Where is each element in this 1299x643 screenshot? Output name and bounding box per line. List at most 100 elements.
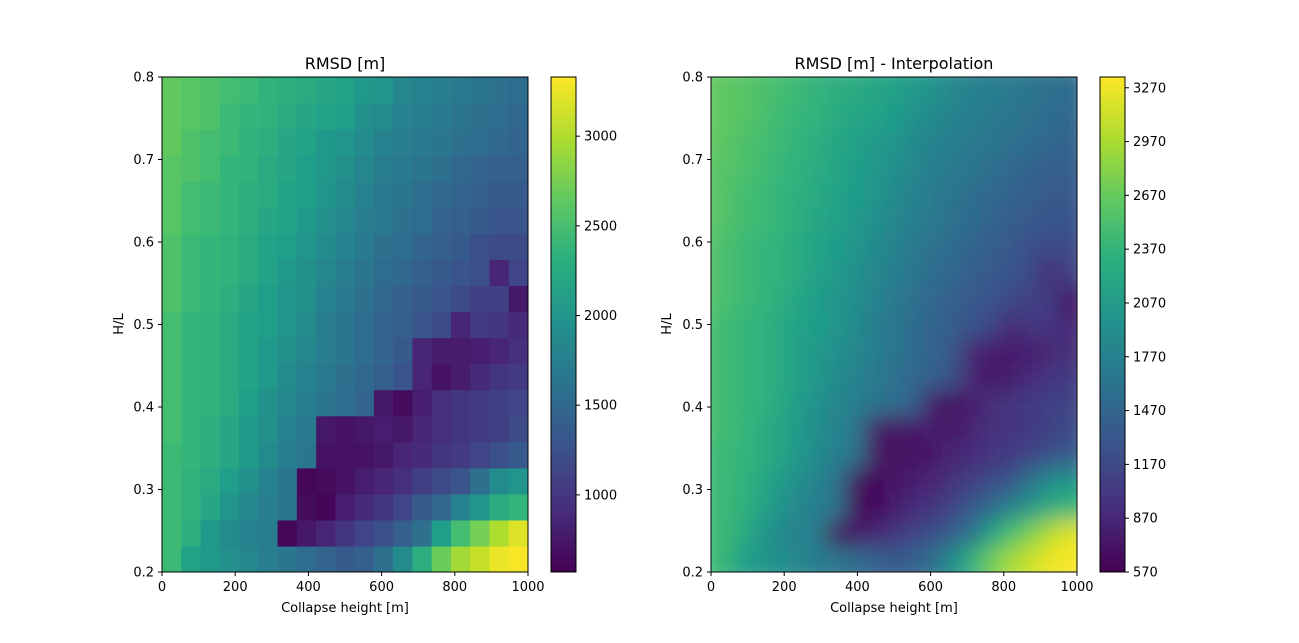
heatmap-cell [508, 285, 528, 313]
heatmap-cell-interpolated [749, 181, 770, 208]
heatmap-cell [373, 129, 394, 156]
heatmap-cell-interpolated [999, 363, 1020, 391]
heatmap-cell-interpolated [884, 155, 905, 182]
heatmap-cell-interpolated [961, 311, 982, 339]
heatmap-cell [470, 155, 491, 182]
heatmap-cell [431, 155, 452, 182]
heatmap-cell [508, 181, 528, 208]
heatmap-cell [162, 545, 182, 572]
heatmap-cell-interpolated [961, 129, 982, 156]
heatmap-cell-interpolated [942, 155, 963, 182]
heatmap-cell [219, 181, 240, 208]
heatmap-cell [219, 441, 240, 469]
heatmap-cell-interpolated [865, 467, 885, 495]
heatmap-cell [239, 259, 259, 287]
heatmap-cell [354, 363, 375, 391]
heatmap-cell-interpolated [922, 363, 943, 391]
colorbar-tick-label: 2670 [1133, 189, 1166, 204]
heatmap-cell [239, 103, 259, 130]
heatmap-cell [489, 129, 510, 156]
heatmap-cell-interpolated [1038, 493, 1059, 521]
heatmap-cell [181, 103, 202, 130]
heatmap-cell [470, 519, 491, 547]
heatmap-cell-interpolated [999, 389, 1020, 417]
heatmap-cell-interpolated [1057, 207, 1077, 234]
heatmap-cell [296, 181, 317, 208]
heatmap-cell-interpolated [903, 519, 924, 547]
heatmap-cell [219, 259, 240, 287]
heatmap-cell-interpolated [807, 467, 828, 495]
heatmap-cell-interpolated [1019, 467, 1040, 495]
heatmap-cell [162, 285, 182, 313]
heatmap-cell-interpolated [884, 545, 905, 572]
heatmap-cell [470, 311, 491, 339]
heatmap-cell-interpolated [768, 77, 789, 104]
heatmap-cell [470, 363, 491, 391]
x-tick-label: 200 [223, 580, 248, 595]
heatmap-cell-interpolated [961, 207, 982, 234]
heatmap-cell [489, 493, 510, 521]
heatmap-cell [219, 129, 240, 156]
heatmap-cell-interpolated [826, 207, 847, 234]
heatmap-cell [335, 233, 356, 260]
heatmap-cell [412, 415, 433, 443]
x-tick-label: 200 [772, 580, 797, 595]
heatmap-cell [508, 103, 528, 130]
heatmap-cell-interpolated [980, 415, 1001, 443]
heatmap-cell [277, 259, 298, 287]
heatmap-cell-interpolated [961, 103, 982, 130]
heatmap-cell [450, 233, 471, 260]
heatmap-cell-interpolated [999, 441, 1020, 469]
heatmap-cell [200, 129, 221, 156]
heatmap-cell [354, 493, 375, 521]
heatmap-cell [162, 493, 182, 521]
heatmap-cell [181, 545, 202, 572]
heatmap-cell-interpolated [711, 363, 731, 391]
x-tick-label: 1000 [1060, 580, 1093, 595]
heatmap-cell [489, 285, 510, 313]
heatmap-cell-interpolated [1057, 363, 1077, 391]
heatmap-cell [258, 493, 279, 521]
heatmap-cell-interpolated [1038, 207, 1059, 234]
heatmap-cell [489, 207, 510, 234]
y-tick-label: 0.8 [133, 71, 154, 86]
heatmap-cell [373, 259, 394, 287]
heatmap-cell [162, 337, 182, 365]
heatmap-cell-interpolated [865, 545, 885, 572]
heatmap-cell [335, 519, 356, 547]
heatmap-cell-interpolated [865, 259, 885, 287]
heatmap-cell [181, 285, 202, 313]
heatmap-cell-interpolated [1019, 285, 1040, 313]
heatmap-cell [162, 233, 182, 260]
heatmap-cell-interpolated [903, 363, 924, 391]
heatmap-cell [412, 493, 433, 521]
heatmap-cell-interpolated [903, 337, 924, 365]
heatmap-cell-interpolated [961, 415, 982, 443]
colorbar-tick-label: 2070 [1133, 296, 1166, 311]
heatmap-cell-interpolated [826, 285, 847, 313]
heatmap-cell-interpolated [865, 415, 885, 443]
heatmap-cell-interpolated [749, 103, 770, 130]
heatmap-cell-interpolated [730, 545, 751, 572]
heatmap-cell [162, 363, 182, 391]
heatmap-cell-interpolated [768, 441, 789, 469]
heatmap-cell-interpolated [942, 207, 963, 234]
heatmap-cell-interpolated [865, 207, 885, 234]
heatmap-cell-interpolated [1038, 389, 1059, 417]
heatmap-cell-interpolated [903, 415, 924, 443]
heatmap-cell-interpolated [865, 389, 885, 417]
colorbar-tick-label: 1770 [1133, 350, 1166, 365]
heatmap-cell [200, 103, 221, 130]
heatmap-cell-interpolated [980, 363, 1001, 391]
heatmap-cell-interpolated [711, 103, 731, 130]
heatmap-cell-interpolated [865, 311, 885, 339]
heatmap-cell-interpolated [1057, 337, 1077, 365]
heatmap-cell-interpolated [922, 285, 943, 313]
heatmap-cell [296, 467, 317, 495]
heatmap-cell [335, 285, 356, 313]
heatmap-cell-interpolated [922, 441, 943, 469]
heatmap-cell [239, 311, 259, 339]
heatmap-cell [508, 441, 528, 469]
heatmap-cell [470, 77, 491, 104]
heatmap-cell [489, 103, 510, 130]
